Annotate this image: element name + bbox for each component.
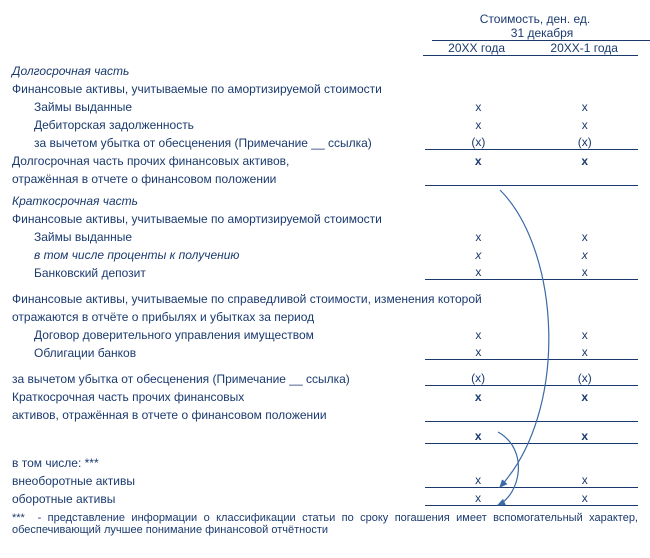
cell-value: х (425, 345, 531, 360)
header-value-title: Стоимость, ден. ед. (432, 12, 638, 26)
label-fin-assets-fv-l1: Финансовые активы, учитываемые по справе… (12, 292, 638, 306)
label-bank-bonds: Облигации банков (12, 346, 425, 360)
label-fin-assets-amort: Финансовые активы, учитываемые по аморти… (12, 82, 438, 96)
label-loans-issued-2: Займы выданные (12, 230, 425, 244)
cell-value: х (531, 390, 638, 404)
cell-value: х (425, 491, 532, 506)
cell-value: х (532, 248, 638, 262)
section-shortterm-title: Краткосрочная часть (12, 194, 438, 208)
cell-value: х (531, 154, 638, 168)
cell-value: х (531, 429, 638, 444)
label-trust-agreement: Договор доверительного управления имущес… (12, 328, 425, 342)
cell-value: х (425, 248, 531, 262)
label-fin-assets-amort-2: Финансовые активы, учитываемые по аморти… (12, 212, 438, 226)
cell-value: х (532, 230, 638, 244)
label-loans-issued: Займы выданные (12, 100, 425, 114)
cell-underline (531, 421, 638, 422)
cell-underline (425, 421, 532, 422)
label-bank-deposit: Банковский депозит (12, 266, 425, 280)
cell-value: х (532, 118, 638, 132)
cell-value: х (532, 345, 638, 360)
cell-value: х (425, 100, 531, 114)
column-header-year1: 20ХХ года (423, 41, 531, 56)
section-longterm-title: Долгосрочная часть (12, 64, 438, 78)
cell-value: х (532, 328, 638, 342)
cell-value: х (425, 154, 532, 168)
cell-underline (531, 185, 638, 186)
header-date-title: 31 декабря (432, 26, 650, 41)
label-shortterm-other-l1: Краткосрочная часть прочих финансовых (12, 390, 425, 404)
cell-value: (х) (425, 371, 532, 386)
cell-value: х (532, 100, 638, 114)
label-fin-assets-fv-l2: отражаются в отчёте о прибылях и убытках… (12, 310, 438, 324)
cell-value: х (531, 473, 638, 488)
label-less-impairment: за вычетом убытка от обесценения (Примеч… (12, 136, 425, 150)
cell-value: х (425, 118, 531, 132)
label-longterm-other-l1: Долгосрочная часть прочих финансовых акт… (12, 154, 425, 168)
cell-value: х (531, 491, 638, 506)
cell-value: (х) (532, 135, 638, 150)
cell-value: х (425, 265, 531, 280)
label-including: в том числе: *** (12, 456, 438, 470)
label-shortterm-other-l2: активов, отражённая в отчете о финансово… (12, 408, 425, 422)
cell-value: х (425, 429, 532, 444)
cell-value: х (425, 390, 532, 404)
cell-value: (х) (425, 135, 531, 150)
cell-value: х (425, 230, 531, 244)
label-receivables: Дебиторская задолженность (12, 118, 425, 132)
label-longterm-other-l2: отражённая в отчете о финансовом положен… (12, 172, 425, 186)
footnote-text: *** - представление информации о классиф… (12, 512, 638, 536)
cell-value: х (532, 265, 638, 280)
cell-value: (х) (531, 371, 638, 386)
label-interest-receivable: в том числе проценты к получению (12, 248, 425, 262)
label-current-assets: оборотные активы (12, 492, 425, 506)
cell-value: х (425, 328, 531, 342)
label-noncurrent-assets: внеоборотные активы (12, 474, 425, 488)
label-less-impairment-2: за вычетом убытка от обесценения (Примеч… (12, 372, 425, 386)
column-header-year2: 20ХХ-1 года (530, 41, 638, 56)
cell-value: х (425, 473, 532, 488)
cell-underline (425, 185, 532, 186)
